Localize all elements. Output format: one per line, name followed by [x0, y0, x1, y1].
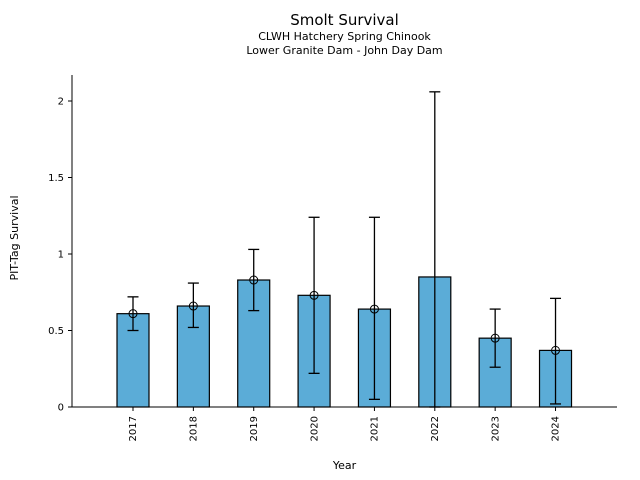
y-tick-label: 1: [58, 250, 64, 261]
y-tick-label: 0: [58, 403, 64, 414]
chart-title-block: Smolt Survival CLWH Hatchery Spring Chin…: [72, 11, 617, 57]
point-marker: [490, 333, 500, 343]
x-tick-label: 2022: [430, 416, 441, 441]
chart-subtitle-line1: CLWH Hatchery Spring Chinook: [258, 29, 431, 43]
point-marker: [128, 309, 138, 319]
x-tick-label: 2019: [249, 416, 260, 441]
point-marker: [249, 275, 259, 285]
x-tick-label: 2017: [128, 416, 139, 441]
chart-title: Smolt Survival: [290, 11, 399, 29]
x-axis-label: Year: [332, 459, 357, 472]
x-tick-label: 2021: [370, 416, 381, 441]
y-tick-label: 1.5: [48, 173, 64, 184]
x-tick-label: 2023: [490, 416, 501, 441]
x-tick-label: 2024: [551, 416, 562, 441]
y-tick-label: 2: [58, 97, 64, 108]
point-marker: [369, 304, 379, 314]
x-tick-label: 2018: [189, 416, 200, 441]
x-tick-label: 2020: [309, 416, 320, 441]
point-marker: [309, 290, 319, 300]
point-marker: [188, 301, 198, 311]
y-tick-label: 0.5: [48, 326, 64, 337]
chart-subtitle-line2: Lower Granite Dam - John Day Dam: [246, 43, 443, 57]
point-marker: [551, 345, 561, 355]
